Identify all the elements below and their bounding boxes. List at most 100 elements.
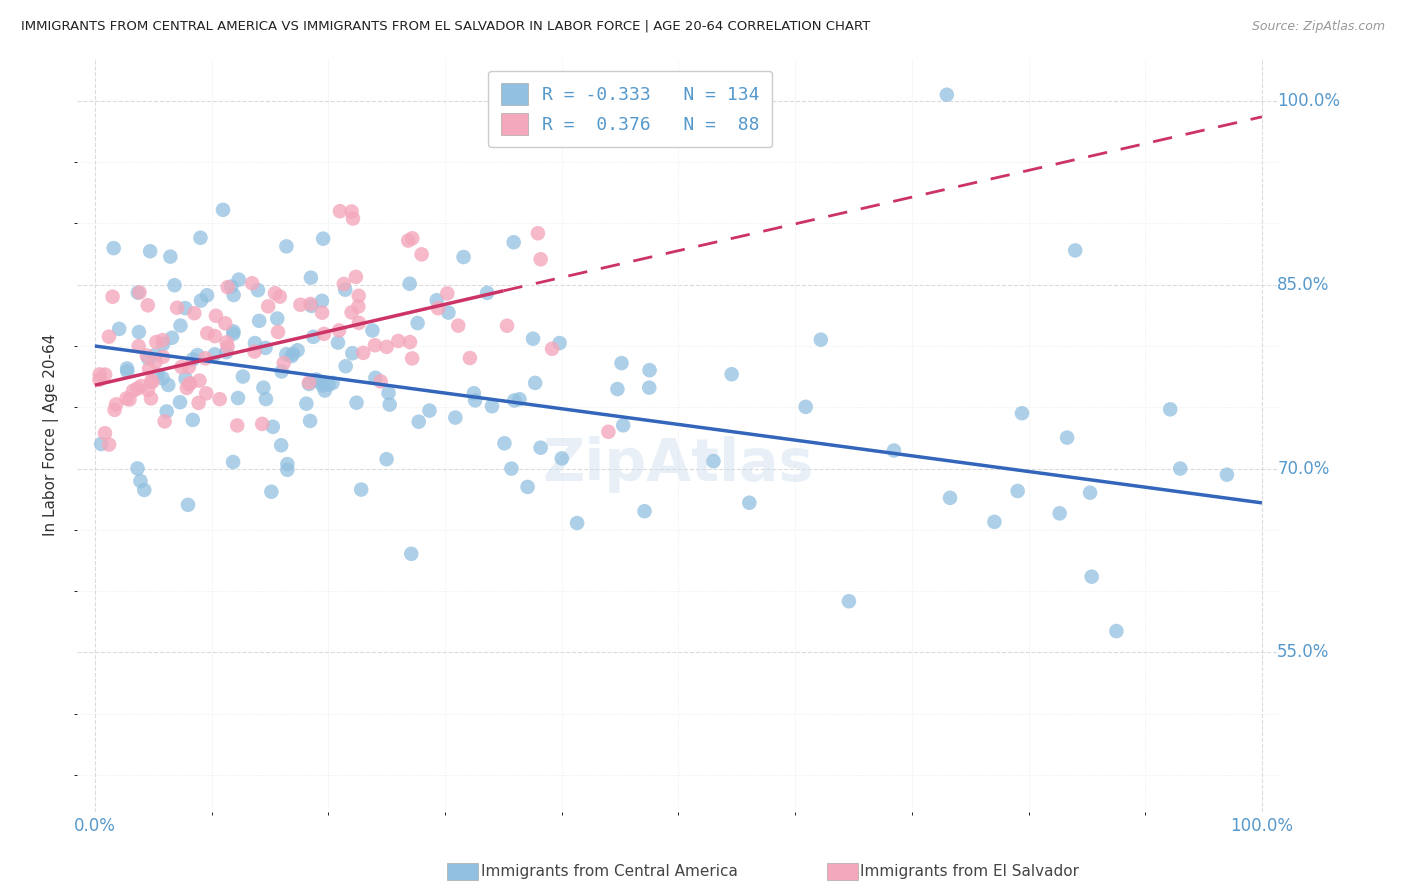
- Point: [328, 323, 350, 337]
- Point: [122, 384, 145, 398]
- Point: [179, 376, 201, 391]
- Point: [108, 322, 131, 336]
- Point: [606, 382, 628, 396]
- Point: [177, 359, 200, 374]
- Point: [276, 457, 298, 471]
- Point: [243, 344, 266, 359]
- Point: [215, 335, 238, 350]
- Point: [127, 461, 149, 475]
- Point: [399, 335, 422, 350]
- Point: [335, 283, 357, 297]
- Point: [127, 285, 149, 300]
- Point: [375, 452, 398, 467]
- Point: [226, 391, 249, 405]
- Point: [1216, 467, 1239, 482]
- Point: [240, 277, 263, 291]
- Point: [89, 368, 111, 382]
- Point: [702, 454, 724, 468]
- Point: [1105, 624, 1128, 638]
- Point: [401, 547, 423, 561]
- Point: [176, 381, 198, 395]
- Point: [195, 326, 218, 340]
- Point: [89, 373, 111, 387]
- Point: [610, 356, 633, 370]
- Point: [838, 594, 860, 608]
- Legend: R = -0.333   N = 134, R =  0.376   N =  88: R = -0.333 N = 134, R = 0.376 N = 88: [488, 70, 772, 147]
- Text: IMMIGRANTS FROM CENTRAL AMERICA VS IMMIGRANTS FROM EL SALVADOR IN LABOR FORCE | : IMMIGRANTS FROM CENTRAL AMERICA VS IMMIG…: [21, 20, 870, 33]
- Point: [98, 437, 121, 451]
- Point: [308, 375, 330, 389]
- Point: [508, 392, 530, 407]
- Point: [326, 335, 349, 350]
- Point: [501, 461, 523, 475]
- Point: [352, 346, 374, 360]
- Point: [221, 279, 243, 293]
- Point: [475, 285, 498, 300]
- Text: Immigrants from Central America: Immigrants from Central America: [481, 864, 738, 879]
- Point: [276, 463, 298, 477]
- Point: [267, 325, 290, 339]
- Point: [222, 455, 245, 469]
- Point: [269, 290, 291, 304]
- Point: [169, 318, 191, 333]
- Point: [883, 443, 905, 458]
- Point: [254, 341, 277, 355]
- Point: [311, 378, 333, 392]
- Point: [720, 368, 742, 382]
- Point: [494, 436, 516, 450]
- Point: [638, 381, 661, 395]
- Point: [115, 361, 138, 376]
- Point: [378, 398, 401, 412]
- Point: [128, 339, 150, 353]
- Point: [418, 403, 440, 417]
- Point: [136, 351, 159, 366]
- Text: 100.0%: 100.0%: [1277, 92, 1340, 110]
- Point: [406, 316, 429, 330]
- Point: [139, 244, 162, 259]
- Point: [101, 290, 124, 304]
- Point: [135, 349, 157, 363]
- Point: [810, 333, 832, 347]
- Point: [524, 376, 547, 390]
- Point: [1049, 507, 1071, 521]
- Text: Source: ZipAtlas.com: Source: ZipAtlas.com: [1251, 20, 1385, 33]
- Point: [496, 318, 519, 333]
- Point: [935, 87, 957, 102]
- Point: [166, 301, 188, 315]
- Point: [174, 371, 197, 385]
- Point: [335, 359, 357, 374]
- Point: [311, 306, 333, 320]
- Point: [329, 204, 352, 219]
- Point: [136, 298, 159, 312]
- Point: [290, 298, 312, 312]
- Point: [541, 342, 564, 356]
- Point: [1078, 485, 1101, 500]
- Point: [181, 352, 204, 367]
- Point: [322, 376, 344, 390]
- Point: [228, 273, 250, 287]
- Point: [983, 515, 1005, 529]
- Point: [458, 351, 481, 365]
- Point: [502, 235, 524, 250]
- Point: [408, 415, 430, 429]
- Point: [212, 202, 235, 217]
- Point: [794, 400, 817, 414]
- Point: [1168, 461, 1191, 475]
- Point: [264, 286, 287, 301]
- Point: [138, 362, 160, 376]
- Point: [262, 420, 284, 434]
- Point: [375, 340, 398, 354]
- Point: [444, 410, 467, 425]
- Point: [270, 438, 292, 452]
- Point: [342, 211, 364, 226]
- Point: [299, 270, 322, 285]
- Point: [204, 329, 226, 343]
- Point: [260, 484, 283, 499]
- Point: [195, 288, 218, 302]
- Point: [257, 299, 280, 313]
- Point: [312, 232, 335, 246]
- Point: [217, 280, 239, 294]
- Point: [226, 418, 249, 433]
- Point: [97, 329, 120, 343]
- Point: [204, 347, 226, 361]
